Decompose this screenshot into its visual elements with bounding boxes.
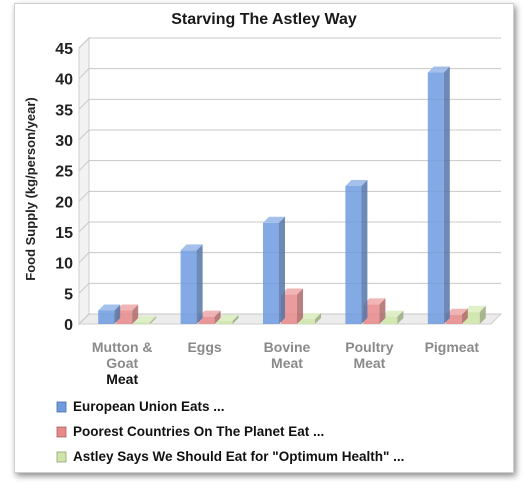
gridline [78, 98, 501, 110]
legend: European Union Eats ... Poorest Countries… [56, 399, 404, 464]
y-tick-label: 5 [64, 286, 73, 303]
chart-frame: Starving The Astley Way Food Supply (kg/… [14, 3, 514, 473]
chart-svg: Starving The Astley Way Food Supply (kg/… [23, 11, 503, 464]
legend-swatch [56, 426, 67, 438]
bar-top [281, 288, 303, 295]
bar-top [381, 310, 404, 317]
bar-side [315, 313, 321, 324]
category-label-line: Bovine [264, 339, 311, 355]
category-label-line: Eggs [187, 339, 221, 355]
bar-front [180, 250, 197, 324]
category-label-line: Goat [106, 355, 138, 371]
y-tick-label: 15 [55, 225, 73, 242]
y-tick-label: 25 [55, 164, 73, 181]
bar-front [98, 310, 115, 324]
y-axis-label: Food Supply (kg/person/year) [23, 97, 38, 280]
gridline [78, 160, 501, 172]
category-label-line: Poultry [345, 339, 393, 355]
bar-side [150, 316, 157, 324]
bar-top [216, 314, 239, 321]
bar-side [279, 216, 285, 324]
bar [427, 66, 450, 325]
chart-title: Starving The Astley Way [171, 11, 357, 28]
bar-top [134, 316, 157, 323]
bar [263, 216, 285, 324]
bar-side [232, 314, 239, 324]
bar-side [397, 310, 404, 324]
legend-label: European Union Eats ... [73, 399, 225, 414]
bar-front [427, 72, 444, 325]
bar-top [427, 66, 450, 73]
category-label-line: Meat [271, 355, 303, 371]
bar-side [379, 298, 386, 324]
bar-top [445, 308, 468, 315]
side-wall [78, 36, 90, 326]
bar-front [198, 316, 215, 324]
category-label: Bovine Meat [264, 339, 311, 371]
bar-front [445, 314, 462, 324]
bar-top [198, 310, 221, 317]
category-label: Eggs [187, 339, 221, 355]
y-tick-label: 10 [55, 256, 73, 273]
gridline [78, 68, 501, 80]
y-tick-labels: 0 5 10 15 20 25 30 35 40 45 [55, 41, 73, 334]
bar [445, 308, 468, 324]
bar-side [461, 308, 468, 324]
category-label-line: Pigmeat [425, 339, 480, 355]
bar-side [443, 66, 450, 325]
bar-front [263, 222, 279, 324]
gridline [78, 37, 501, 49]
bar-front [216, 320, 233, 324]
bar [98, 304, 121, 324]
bar-side [196, 244, 203, 324]
bar-front [299, 319, 315, 324]
bar-top [363, 298, 386, 305]
bar [299, 313, 321, 324]
bar-top [345, 180, 368, 186]
bar-front [345, 186, 362, 324]
bar-side [214, 310, 221, 324]
bar-side [479, 305, 486, 324]
bar-top [463, 305, 486, 312]
bar-top [98, 304, 121, 311]
bar-side [114, 304, 121, 324]
bar-top [116, 304, 139, 311]
legend-item: European Union Eats ... [56, 399, 225, 414]
bar-front [381, 316, 398, 324]
bar-front [134, 322, 151, 324]
legend-swatch [56, 451, 67, 463]
category-label-line: Mutton & [92, 339, 153, 355]
bar-top [299, 313, 321, 320]
category-label: Mutton & Goat Meat [92, 339, 153, 387]
bar-side [132, 304, 139, 324]
gridline [78, 129, 501, 141]
y-tick-label: 45 [55, 41, 73, 58]
bar [198, 310, 221, 324]
y-tick-label: 0 [64, 317, 73, 334]
bar-top [263, 216, 285, 223]
bar-top [180, 244, 203, 251]
bar [180, 244, 203, 324]
bar [216, 314, 239, 324]
y-tick-label: 40 [55, 72, 73, 89]
y-tick-label: 30 [55, 133, 73, 150]
category-label-line: Meat [353, 355, 385, 371]
bar [381, 310, 404, 324]
category-label: Pigmeat [425, 339, 480, 355]
bar-side [297, 288, 303, 324]
legend-item: Astley Says We Should Eat for "Optimum H… [56, 449, 404, 464]
bar [134, 316, 157, 324]
legend-label: Astley Says We Should Eat for "Optimum H… [73, 449, 404, 464]
bar [345, 180, 368, 324]
y-tick-label: 20 [55, 194, 73, 211]
bars-layer [98, 66, 486, 325]
legend-item: Poorest Countries On The Planet Eat ... [56, 424, 324, 439]
category-label: Poultry Meat [345, 339, 393, 371]
category-label-line: Meat [106, 371, 138, 387]
legend-label: Poorest Countries On The Planet Eat ... [73, 424, 324, 439]
legend-swatch [56, 401, 67, 413]
bar-side [361, 180, 368, 324]
y-tick-label: 35 [55, 102, 73, 119]
